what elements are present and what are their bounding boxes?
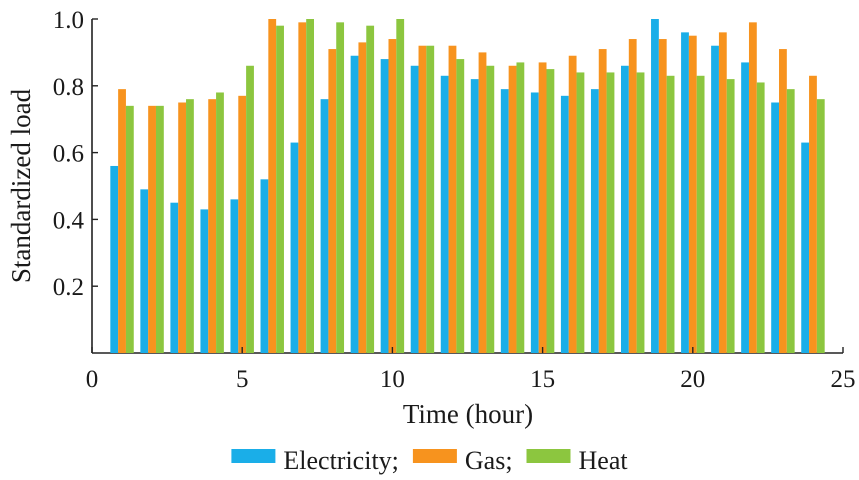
legend: Electricity; Gas; Heat bbox=[231, 446, 628, 475]
bar-gas-15 bbox=[538, 62, 547, 354]
bar-gas-22 bbox=[748, 22, 757, 354]
bar-heat-17 bbox=[606, 72, 615, 353]
bar-heat-1 bbox=[125, 105, 134, 353]
x-axis-title: Time (hour) bbox=[403, 399, 533, 429]
bar-electricity-22 bbox=[741, 62, 749, 354]
legend-item: Electricity; bbox=[231, 446, 399, 475]
bar-heat-7 bbox=[306, 19, 314, 353]
legend-item: Gas; bbox=[412, 446, 513, 475]
bar-heat-5 bbox=[246, 65, 254, 353]
bar-heat-18 bbox=[636, 72, 645, 353]
bar-electricity-10 bbox=[380, 59, 389, 353]
bar-gas-18 bbox=[628, 39, 637, 353]
bar-electricity-6 bbox=[260, 179, 269, 353]
bar-gas-3 bbox=[178, 102, 187, 353]
legend-label: Heat bbox=[579, 446, 629, 475]
bar-gas-2 bbox=[148, 105, 156, 353]
legend-swatch bbox=[231, 449, 276, 463]
y-tick-label: 0.6 bbox=[53, 141, 84, 168]
bar-gas-7 bbox=[298, 22, 307, 354]
bar-heat-15 bbox=[546, 69, 555, 353]
bar-gas-17 bbox=[598, 49, 607, 354]
bar-gas-11 bbox=[418, 45, 427, 353]
bar-electricity-16 bbox=[560, 95, 569, 353]
bar-heat-19 bbox=[666, 75, 675, 353]
bar-gas-19 bbox=[658, 39, 667, 353]
bar-electricity-20 bbox=[681, 32, 689, 354]
bar-heat-13 bbox=[486, 65, 495, 353]
bar-gas-6 bbox=[268, 19, 277, 353]
bar-gas-9 bbox=[358, 42, 367, 353]
y-tick-label: 0.2 bbox=[53, 274, 84, 301]
bar-heat-4 bbox=[216, 92, 224, 353]
legend-swatch bbox=[526, 449, 571, 463]
bar-electricity-5 bbox=[230, 199, 239, 353]
bar-electricity-14 bbox=[500, 89, 509, 353]
bar-gas-14 bbox=[508, 65, 517, 353]
bar-heat-24 bbox=[816, 99, 825, 353]
bar-electricity-23 bbox=[771, 102, 780, 353]
bar-heat-12 bbox=[456, 59, 465, 353]
y-axis-title: Standardized load bbox=[6, 88, 36, 283]
bar-heat-11 bbox=[426, 45, 435, 353]
bar-electricity-21 bbox=[711, 45, 719, 353]
x-tick-label: 15 bbox=[530, 366, 555, 393]
legend-label: Electricity; bbox=[283, 446, 399, 475]
bar-heat-22 bbox=[756, 82, 765, 354]
bar-heat-8 bbox=[336, 22, 345, 354]
bar-electricity-2 bbox=[140, 189, 149, 353]
bar-heat-3 bbox=[186, 99, 194, 353]
y-tick-label: 0.4 bbox=[53, 207, 85, 234]
bar-electricity-8 bbox=[320, 99, 329, 353]
x-tick-label: 25 bbox=[831, 366, 856, 393]
x-tick-label: 10 bbox=[380, 366, 405, 393]
bar-gas-1 bbox=[118, 89, 126, 353]
bar-electricity-24 bbox=[801, 142, 810, 353]
bar-electricity-18 bbox=[621, 65, 629, 353]
y-tick-label: 0.8 bbox=[53, 74, 84, 101]
bar-electricity-15 bbox=[530, 92, 539, 353]
bar-gas-5 bbox=[238, 95, 247, 353]
bar-heat-21 bbox=[726, 79, 735, 354]
bar-gas-4 bbox=[208, 99, 217, 353]
x-tick-label: 20 bbox=[680, 366, 705, 393]
bar-heat-14 bbox=[516, 62, 525, 354]
bar-gas-8 bbox=[328, 49, 337, 354]
bar-electricity-11 bbox=[410, 65, 419, 353]
bars bbox=[110, 19, 825, 354]
bar-heat-20 bbox=[696, 75, 705, 353]
bar-electricity-17 bbox=[590, 89, 599, 353]
bar-gas-21 bbox=[718, 32, 727, 354]
bar-gas-16 bbox=[568, 55, 577, 354]
legend-item: Heat bbox=[526, 446, 629, 475]
bar-gas-20 bbox=[688, 35, 697, 353]
bar-gas-12 bbox=[448, 45, 457, 353]
bar-heat-23 bbox=[786, 89, 795, 353]
bar-heat-10 bbox=[396, 19, 405, 353]
bar-gas-23 bbox=[779, 49, 787, 354]
bar-heat-9 bbox=[366, 25, 375, 354]
bar-electricity-3 bbox=[170, 202, 179, 353]
ticks: 0 5 10 15 20 25 0.2 0.4 0.6 0.8 1.0 bbox=[53, 7, 856, 393]
bar-gas-10 bbox=[388, 39, 397, 353]
bar-gas-24 bbox=[809, 75, 817, 353]
x-tick-label: 5 bbox=[236, 366, 249, 393]
bar-electricity-13 bbox=[470, 79, 479, 354]
bar-electricity-4 bbox=[200, 209, 209, 353]
bar-heat-16 bbox=[576, 72, 585, 353]
legend-label: Gas; bbox=[465, 446, 513, 475]
bar-gas-13 bbox=[478, 52, 487, 354]
bar-heat-6 bbox=[276, 25, 284, 354]
bar-electricity-19 bbox=[651, 19, 659, 353]
bar-electricity-1 bbox=[110, 165, 119, 353]
legend-swatch bbox=[412, 449, 457, 463]
bar-electricity-12 bbox=[440, 75, 449, 353]
bar-heat-2 bbox=[155, 105, 164, 353]
y-tick-label: 1.0 bbox=[53, 7, 84, 34]
x-tick-label: 0 bbox=[86, 366, 99, 393]
bar-electricity-9 bbox=[350, 55, 359, 354]
bar-electricity-7 bbox=[290, 142, 299, 353]
